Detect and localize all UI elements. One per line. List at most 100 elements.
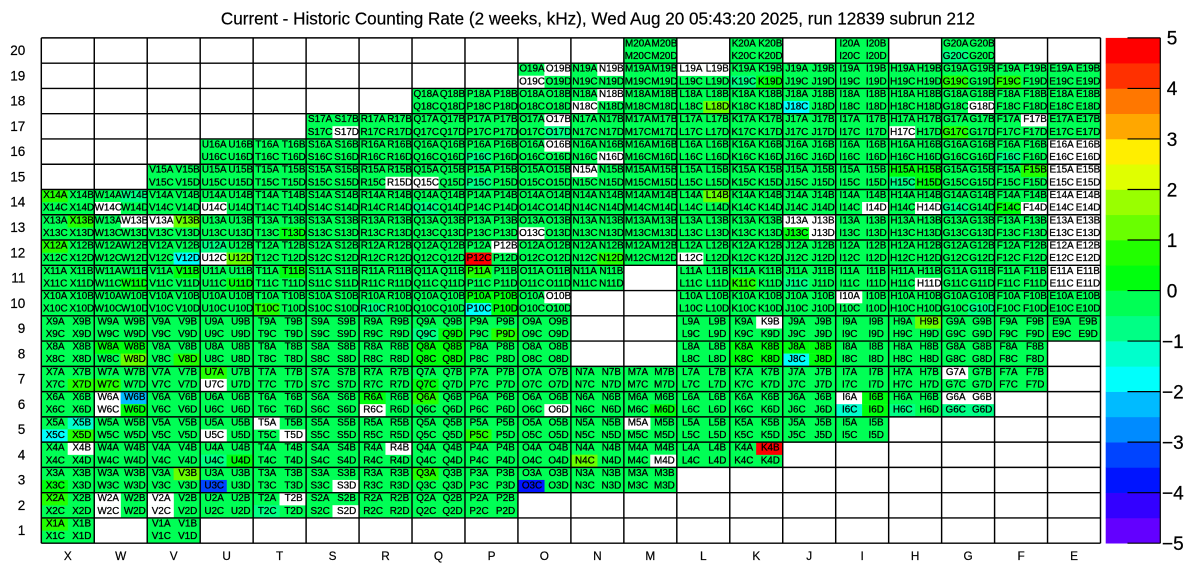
svg-text:P17B: P17B bbox=[493, 114, 518, 125]
svg-text:R3A: R3A bbox=[363, 468, 383, 479]
svg-text:X1B: X1B bbox=[72, 518, 91, 529]
svg-text:G9B: G9B bbox=[972, 316, 992, 327]
svg-text:R7C: R7C bbox=[363, 380, 383, 391]
svg-text:U8B: U8B bbox=[231, 342, 251, 353]
svg-text:T8A: T8A bbox=[258, 342, 277, 353]
svg-text:P14B: P14B bbox=[493, 190, 518, 201]
svg-text:W3D: W3D bbox=[124, 481, 146, 492]
svg-text:E16C: E16C bbox=[1049, 152, 1074, 163]
svg-text:X5C: X5C bbox=[46, 430, 65, 441]
svg-text:L13B: L13B bbox=[706, 215, 729, 226]
svg-text:E12A: E12A bbox=[1050, 241, 1075, 252]
svg-text:O17D: O17D bbox=[546, 127, 572, 138]
svg-text:L9A: L9A bbox=[682, 316, 700, 327]
svg-text:F13B: F13B bbox=[1023, 215, 1047, 226]
svg-text:X8B: X8B bbox=[72, 342, 91, 353]
svg-text:E14C: E14C bbox=[1049, 203, 1074, 214]
svg-text:X9A: X9A bbox=[46, 316, 65, 327]
svg-text:M16B: M16B bbox=[652, 140, 678, 151]
svg-text:O11C: O11C bbox=[519, 278, 544, 289]
svg-text:R3D: R3D bbox=[390, 481, 410, 492]
svg-text:Q18C: Q18C bbox=[413, 102, 439, 113]
svg-text:J15B: J15B bbox=[812, 165, 835, 176]
svg-text:H18B: H18B bbox=[917, 89, 942, 100]
svg-text:K8C: K8C bbox=[734, 354, 753, 365]
svg-text:W7B: W7B bbox=[124, 367, 146, 378]
svg-text:O9B: O9B bbox=[549, 316, 569, 327]
svg-text:I5C: I5C bbox=[842, 430, 857, 441]
svg-text:W: W bbox=[115, 549, 127, 563]
svg-text:O17A: O17A bbox=[519, 114, 545, 125]
svg-text:K9A: K9A bbox=[734, 316, 753, 327]
svg-text:P16D: P16D bbox=[493, 152, 518, 163]
svg-text:G17C: G17C bbox=[943, 127, 969, 138]
svg-text:P2A: P2A bbox=[470, 493, 489, 504]
svg-text:G8B: G8B bbox=[972, 342, 992, 353]
svg-text:U6B: U6B bbox=[231, 392, 251, 403]
svg-text:R9C: R9C bbox=[363, 329, 383, 340]
svg-text:J9D: J9D bbox=[815, 329, 833, 340]
svg-text:L7C: L7C bbox=[682, 380, 700, 391]
svg-text:R3C: R3C bbox=[363, 481, 383, 492]
svg-text:H17A: H17A bbox=[890, 114, 915, 125]
svg-text:R12D: R12D bbox=[387, 253, 412, 264]
svg-text:N18A: N18A bbox=[573, 89, 598, 100]
svg-text:V10D: V10D bbox=[175, 304, 200, 315]
svg-text:J18C: J18C bbox=[785, 102, 808, 113]
svg-text:G7D: G7D bbox=[972, 380, 992, 391]
svg-text:K14C: K14C bbox=[731, 203, 756, 214]
svg-text:O19C: O19C bbox=[519, 76, 545, 87]
svg-text:H6C: H6C bbox=[893, 405, 913, 416]
svg-text:M14B: M14B bbox=[652, 190, 678, 201]
svg-text:X5A: X5A bbox=[46, 417, 65, 428]
svg-text:F7B: F7B bbox=[1026, 367, 1045, 378]
svg-text:V10A: V10A bbox=[149, 291, 174, 302]
svg-text:N19B: N19B bbox=[599, 64, 624, 75]
svg-text:T14C: T14C bbox=[255, 203, 279, 214]
svg-text:H9C: H9C bbox=[893, 329, 913, 340]
svg-text:S4D: S4D bbox=[337, 455, 356, 466]
svg-text:U4C: U4C bbox=[204, 455, 224, 466]
svg-text:Q3D: Q3D bbox=[442, 481, 462, 492]
svg-text:H6A: H6A bbox=[893, 392, 913, 403]
svg-text:I17A: I17A bbox=[840, 114, 861, 125]
svg-text:Q10D: Q10D bbox=[440, 304, 466, 315]
svg-text:R9A: R9A bbox=[363, 316, 383, 327]
svg-text:S15B: S15B bbox=[335, 165, 360, 176]
svg-text:P8D: P8D bbox=[496, 354, 515, 365]
svg-text:E14B: E14B bbox=[1076, 190, 1101, 201]
svg-text:P5D: P5D bbox=[496, 430, 515, 441]
svg-text:J12C: J12C bbox=[785, 253, 808, 264]
svg-text:O11D: O11D bbox=[546, 278, 571, 289]
svg-text:K20A: K20A bbox=[732, 38, 757, 49]
svg-text:6: 6 bbox=[18, 397, 26, 412]
svg-text:W9A: W9A bbox=[98, 316, 120, 327]
svg-text:W3A: W3A bbox=[98, 468, 120, 479]
svg-text:L7B: L7B bbox=[709, 367, 727, 378]
svg-text:R6B: R6B bbox=[390, 392, 410, 403]
svg-text:U14A: U14A bbox=[202, 190, 227, 201]
svg-text:S10B: S10B bbox=[335, 291, 360, 302]
svg-text:M20B: M20B bbox=[652, 38, 678, 49]
svg-text:Q18A: Q18A bbox=[413, 89, 439, 100]
svg-text:G20B: G20B bbox=[969, 38, 995, 49]
svg-text:R2B: R2B bbox=[390, 493, 410, 504]
svg-text:I15B: I15B bbox=[866, 165, 887, 176]
svg-text:Q2D: Q2D bbox=[442, 506, 462, 517]
svg-text:G8A: G8A bbox=[946, 342, 966, 353]
svg-text:X14B: X14B bbox=[70, 190, 95, 201]
svg-text:M20A: M20A bbox=[625, 38, 651, 49]
svg-text:U14D: U14D bbox=[228, 203, 253, 214]
svg-text:W12A: W12A bbox=[95, 241, 122, 252]
svg-text:G18C: G18C bbox=[943, 102, 969, 113]
svg-text:E9A: E9A bbox=[1052, 316, 1071, 327]
svg-text:J8D: J8D bbox=[815, 354, 833, 365]
svg-text:G20C: G20C bbox=[943, 51, 969, 62]
svg-text:I14C: I14C bbox=[839, 203, 860, 214]
svg-text:G20D: G20D bbox=[969, 51, 995, 62]
svg-text:V14D: V14D bbox=[175, 203, 200, 214]
svg-text:J9B: J9B bbox=[815, 316, 832, 327]
svg-text:H7D: H7D bbox=[919, 380, 939, 391]
svg-text:T2D: T2D bbox=[284, 506, 303, 517]
svg-text:O: O bbox=[540, 549, 549, 563]
